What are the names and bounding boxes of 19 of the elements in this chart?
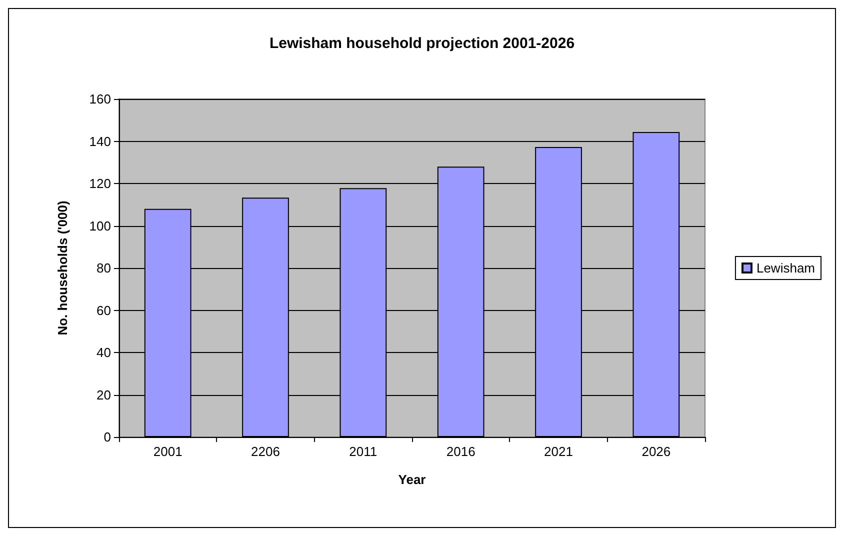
x-tick-label: 2021 <box>544 444 573 459</box>
y-tick-label: 60 <box>96 302 111 318</box>
y-tick-label: 0 <box>104 430 111 444</box>
y-tick-label: 140 <box>89 134 111 149</box>
x-tick-label: 2026 <box>642 444 671 459</box>
y-tick-label: 20 <box>96 387 111 402</box>
x-tick-label: 2001 <box>153 444 182 459</box>
y-axis-title: No. households ('000) <box>55 200 70 336</box>
x-tick-label: 2206 <box>251 444 280 459</box>
x-tick-label: 2016 <box>446 444 476 459</box>
chart-title: Lewisham household projection 2001-2026 <box>269 35 575 52</box>
x-axis-title: Year <box>398 472 426 487</box>
y-tick-label: 120 <box>89 176 111 191</box>
y-tick-label: 80 <box>96 260 111 276</box>
y-tick-label: 100 <box>89 218 111 234</box>
legend-label: Lewisham <box>756 260 816 276</box>
x-tick-label: 2011 <box>349 444 378 459</box>
y-tick-label: 160 <box>89 92 111 106</box>
y-tick-label: 40 <box>96 345 111 360</box>
